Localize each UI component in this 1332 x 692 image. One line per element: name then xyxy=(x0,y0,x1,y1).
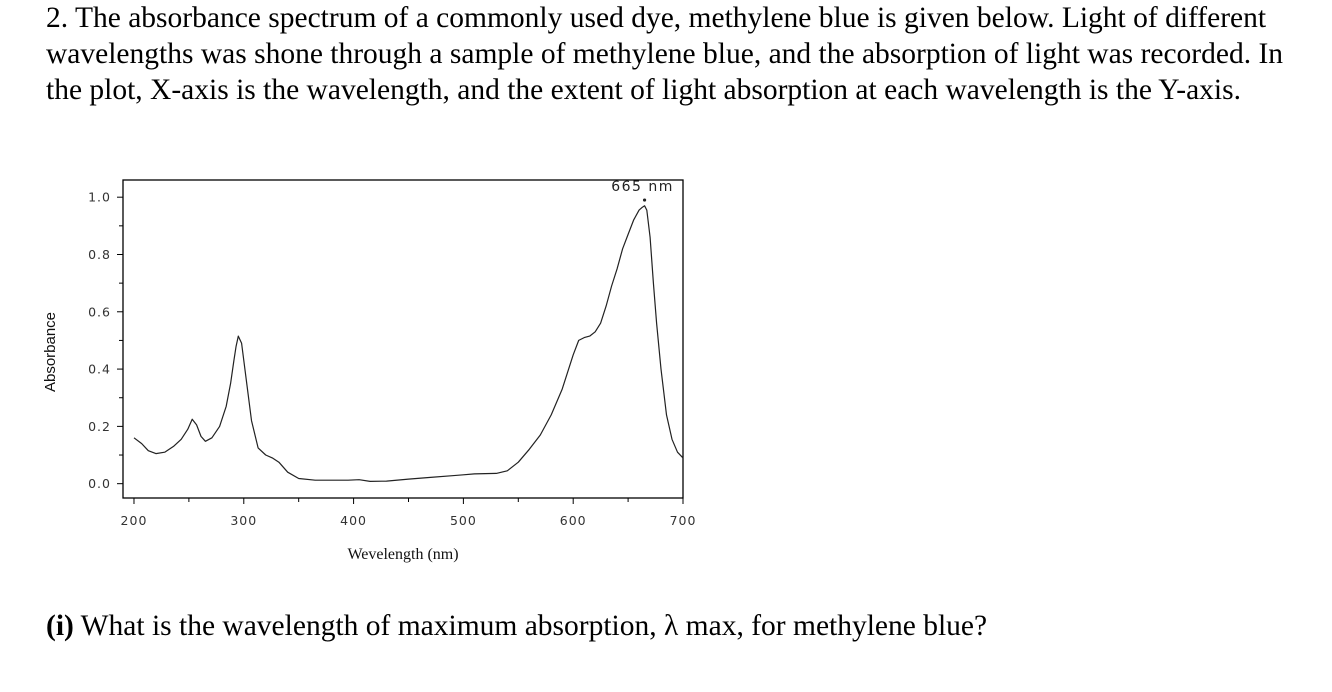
peak-annotation-label: 665 nm xyxy=(611,179,674,195)
y-tick-label: 1.0 xyxy=(88,190,111,205)
annotation-layer: 665 nm xyxy=(611,179,674,202)
plot-border xyxy=(122,179,684,499)
x-axis-title: Wevelength (nm) xyxy=(347,546,458,563)
y-tick-label: 0.0 xyxy=(88,476,111,491)
x-tick-label: 200 xyxy=(121,513,148,528)
sub-question-label: (i) xyxy=(46,610,74,642)
question-text: 2. The absorbance spectrum of a commonly… xyxy=(46,2,1284,106)
series-layer xyxy=(133,205,684,482)
spectrum-line xyxy=(133,205,684,482)
x-tick-label: 300 xyxy=(230,513,257,528)
y-axis-title: Absorbance xyxy=(42,312,59,392)
x-tick-label: 400 xyxy=(340,513,367,528)
y-tick-label: 0.8 xyxy=(88,247,111,262)
x-tick-label: 600 xyxy=(560,513,587,528)
sub-question: (i) What is the wavelength of maximum ab… xyxy=(46,608,987,644)
x-tick-label: 700 xyxy=(670,513,697,528)
y-tick-label: 0.2 xyxy=(88,419,111,434)
axis-ticks: 200 300 400 500 600 700 0.0 0.2 0.4 0.6 0.8 1.0 xyxy=(88,190,697,528)
plot-frame xyxy=(122,179,684,499)
peak-marker xyxy=(642,198,647,202)
y-tick-label: 0.6 xyxy=(88,304,111,319)
x-tick-label: 500 xyxy=(450,513,477,528)
y-tick-label: 0.4 xyxy=(88,362,111,377)
sub-question-text: What is the wavelength of maximum absorp… xyxy=(73,610,988,642)
